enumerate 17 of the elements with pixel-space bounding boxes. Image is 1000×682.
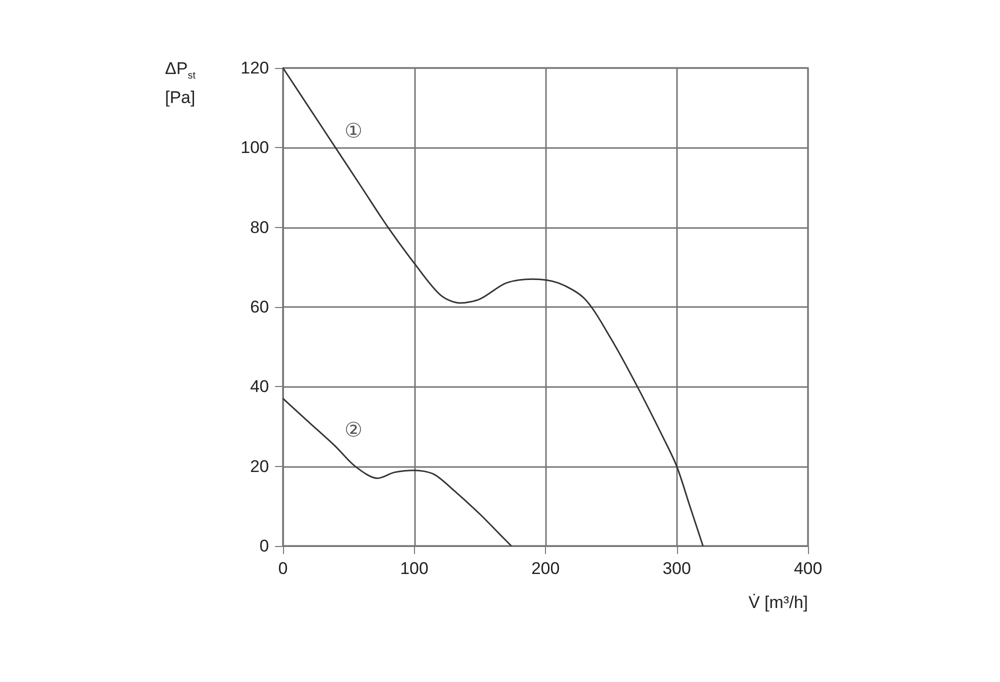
y-tick-label: 0	[260, 536, 269, 556]
x-tick-label: 200	[531, 559, 560, 578]
y-tick-label: 20	[250, 456, 269, 476]
x-tick-label: 300	[662, 559, 691, 578]
y-tick-label: 40	[250, 377, 269, 396]
x-tick-label: 400	[794, 559, 822, 578]
y-tick-label: 60	[250, 298, 269, 316]
y-tick-label: 120	[240, 58, 269, 78]
line-series	[282, 398, 512, 547]
series-label: ②	[344, 419, 362, 442]
series-label: ①	[344, 120, 362, 143]
y-tick-label: 80	[250, 218, 269, 237]
y-axis-title: ΔP$_{st}$ [Pa]	[165, 58, 196, 110]
x-axis-title: V̇ [m³/h]	[748, 593, 808, 612]
x-tick-label: 0	[278, 559, 288, 578]
x-tick-label: 100	[400, 559, 428, 578]
y-tick-label: 100	[240, 138, 269, 158]
